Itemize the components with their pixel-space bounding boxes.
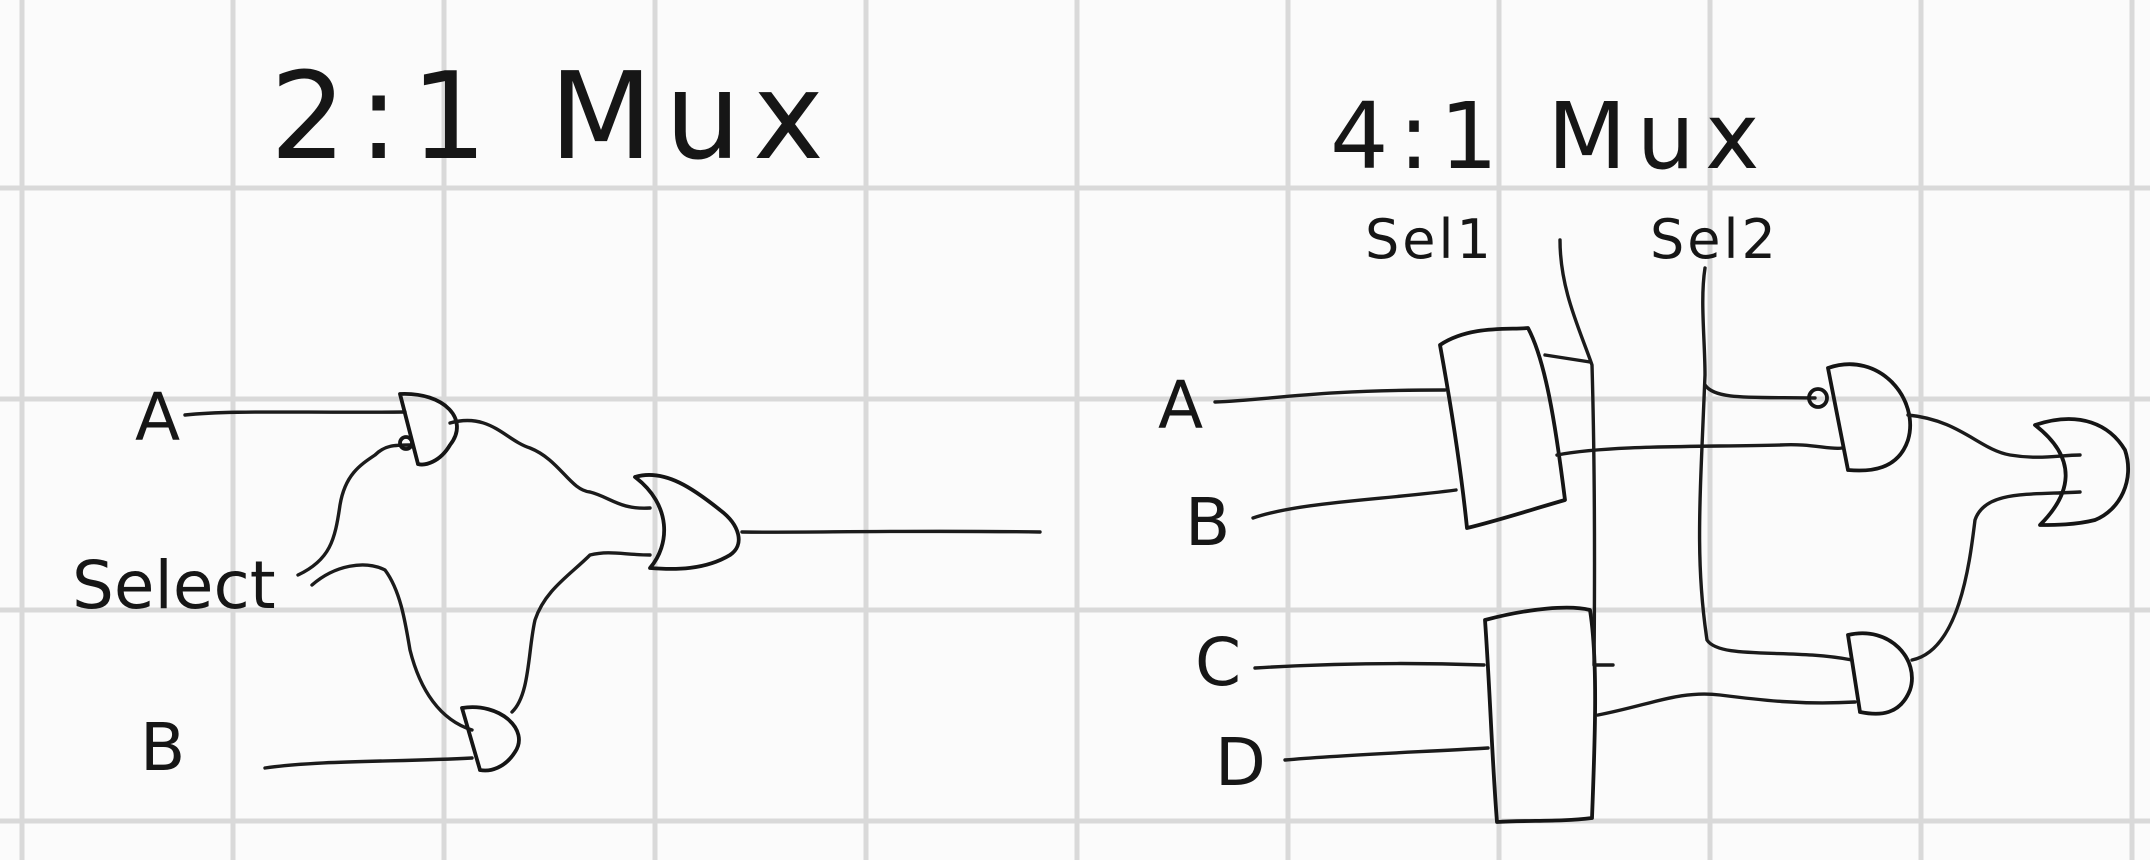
inverter-bubble [398, 435, 414, 451]
wire-sel2 [1697, 266, 1854, 662]
wire-and-lower-to-or [1910, 490, 2082, 662]
input-b-label: B [140, 709, 185, 786]
or-gate [633, 473, 741, 571]
or-gate-final [2033, 417, 2131, 527]
input-c-label-4: C [1195, 624, 1241, 701]
mux-block-top [1438, 326, 1567, 530]
input-a-label-4: A [1158, 367, 1203, 444]
wire-a [183, 410, 407, 417]
wire-b4 [1251, 488, 1458, 520]
wire-b [263, 756, 474, 770]
mux-2to1-title: 2:1 Mux [270, 48, 836, 187]
wire-c4 [1253, 661, 1486, 670]
wire-mux2-out [1596, 692, 1857, 717]
wire-select-inverted [296, 443, 412, 577]
wire-sel2-branch [1703, 383, 1817, 400]
and-gate-top [398, 392, 459, 467]
mux-block-bottom [1483, 605, 1598, 824]
wire-a4 [1213, 388, 1447, 404]
input-b-label-4: B [1185, 484, 1230, 561]
sel1-label: Sel1 [1365, 208, 1494, 271]
mux-2to1: 2:1 Mux A Select B [72, 48, 1042, 786]
and-gate-upper [1826, 362, 1912, 473]
wire-select [310, 563, 474, 732]
wire-mux1-out [1555, 442, 1844, 457]
input-a-label: A [135, 379, 180, 456]
input-d-label-4: D [1215, 724, 1266, 801]
inverter-bubble-upper [1807, 387, 1829, 409]
and-gate-lower [1846, 631, 1914, 716]
and-gate-bottom [460, 705, 521, 773]
wire-sel1 [1558, 238, 1615, 667]
wire-top-to-or [448, 418, 652, 510]
wire-output [740, 529, 1042, 534]
wire-bottom-to-or [510, 551, 652, 714]
mux-4to1-title: 4:1 Mux [1330, 83, 1769, 190]
sel2-label: Sel2 [1650, 208, 1779, 271]
select-label: Select [72, 547, 276, 624]
mux-4to1: 4:1 Mux Sel1 Sel2 A B C D [1158, 83, 2131, 824]
wire-d4 [1283, 746, 1490, 762]
wire-sel1-branch [1543, 353, 1592, 364]
